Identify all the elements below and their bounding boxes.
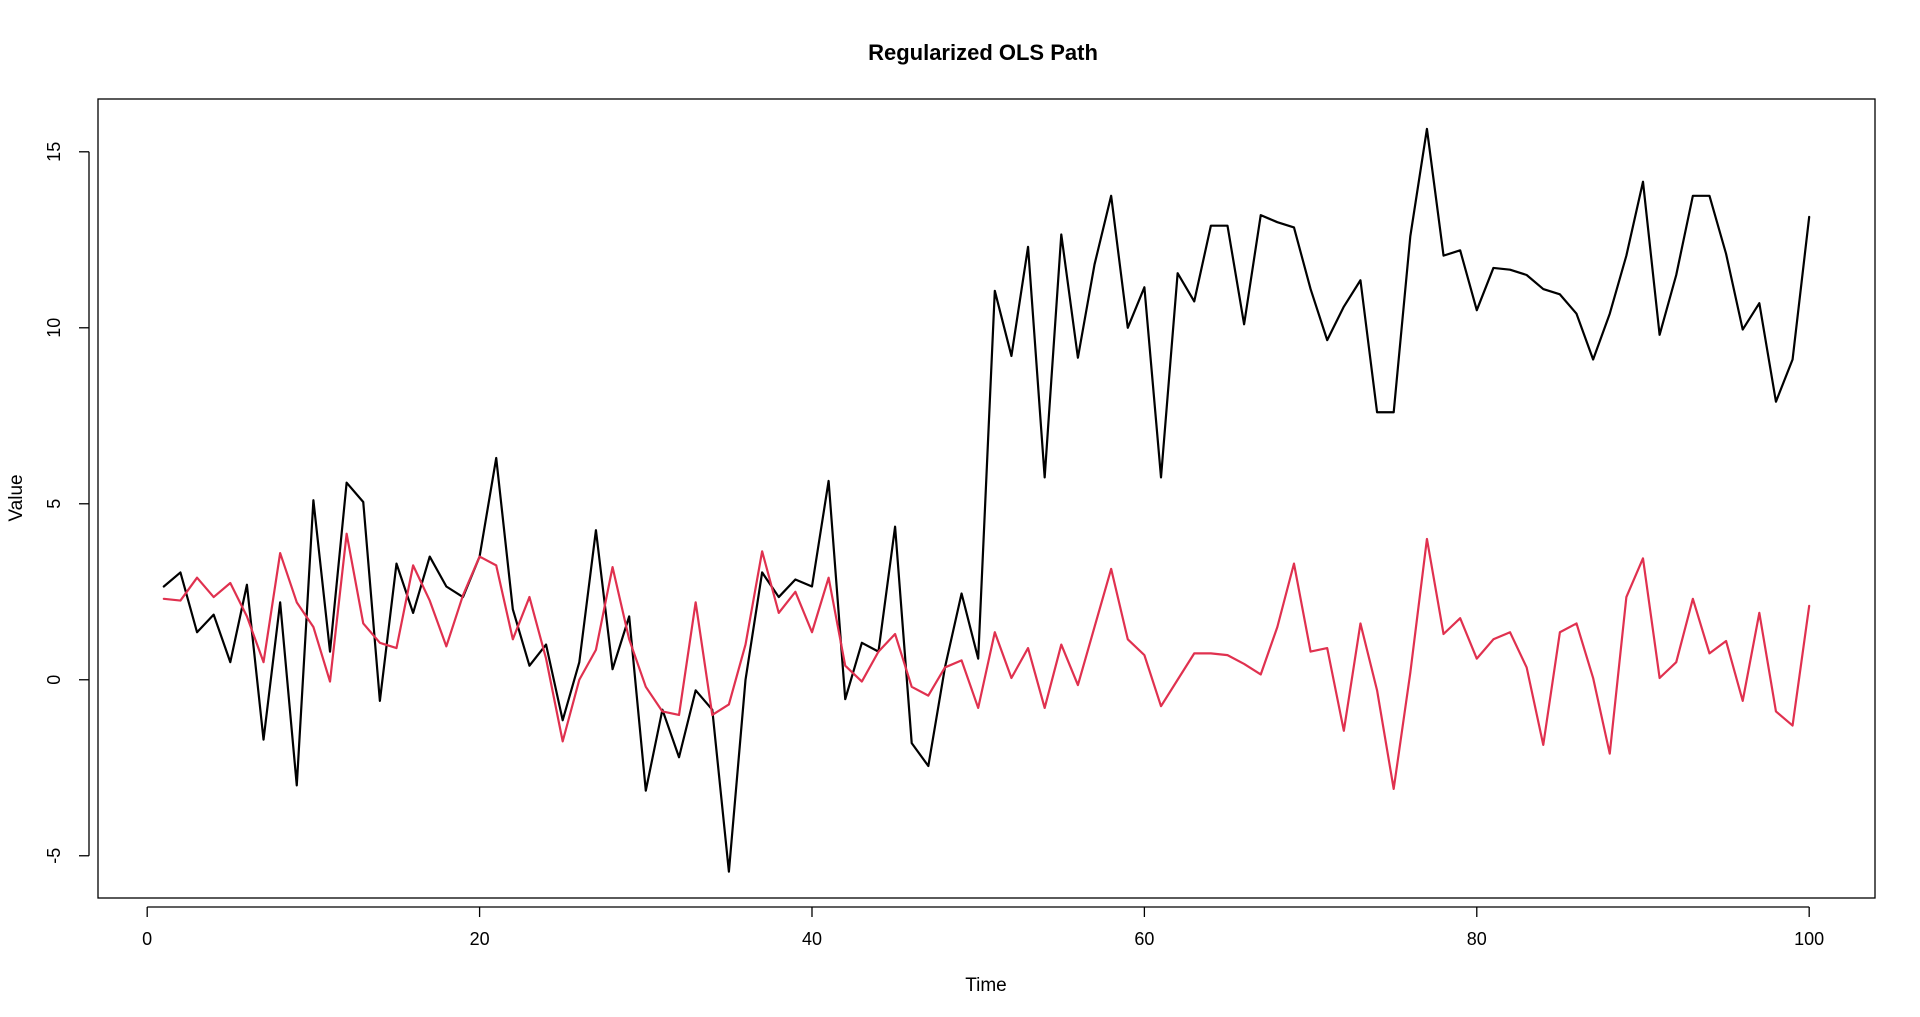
series-line-1 [162, 127, 1811, 873]
x-axis-label: Time [965, 975, 1007, 996]
y-axis-label: Value [6, 474, 27, 521]
series-group [162, 127, 1811, 873]
x-tick-label: 20 [470, 929, 490, 949]
plot-frame [97, 98, 1876, 899]
y-tick-label: 5 [44, 499, 64, 509]
y-tick-label: -5 [44, 848, 64, 864]
y-tick-label: 15 [44, 142, 64, 162]
y-axis: -5 0 5 10 15 [44, 142, 90, 864]
series-line-2 [162, 532, 1811, 790]
x-tick-label: 100 [1794, 929, 1824, 949]
x-tick-label: 80 [1467, 929, 1487, 949]
x-axis: 0 20 40 60 80 100 [142, 906, 1824, 949]
y-tick-label: 10 [44, 318, 64, 338]
x-tick-label: 40 [802, 929, 822, 949]
chart-title: Regularized OLS Path [868, 40, 1098, 65]
x-tick-label: 0 [142, 929, 152, 949]
x-tick-label: 60 [1134, 929, 1154, 949]
y-tick-label: 0 [44, 675, 64, 685]
